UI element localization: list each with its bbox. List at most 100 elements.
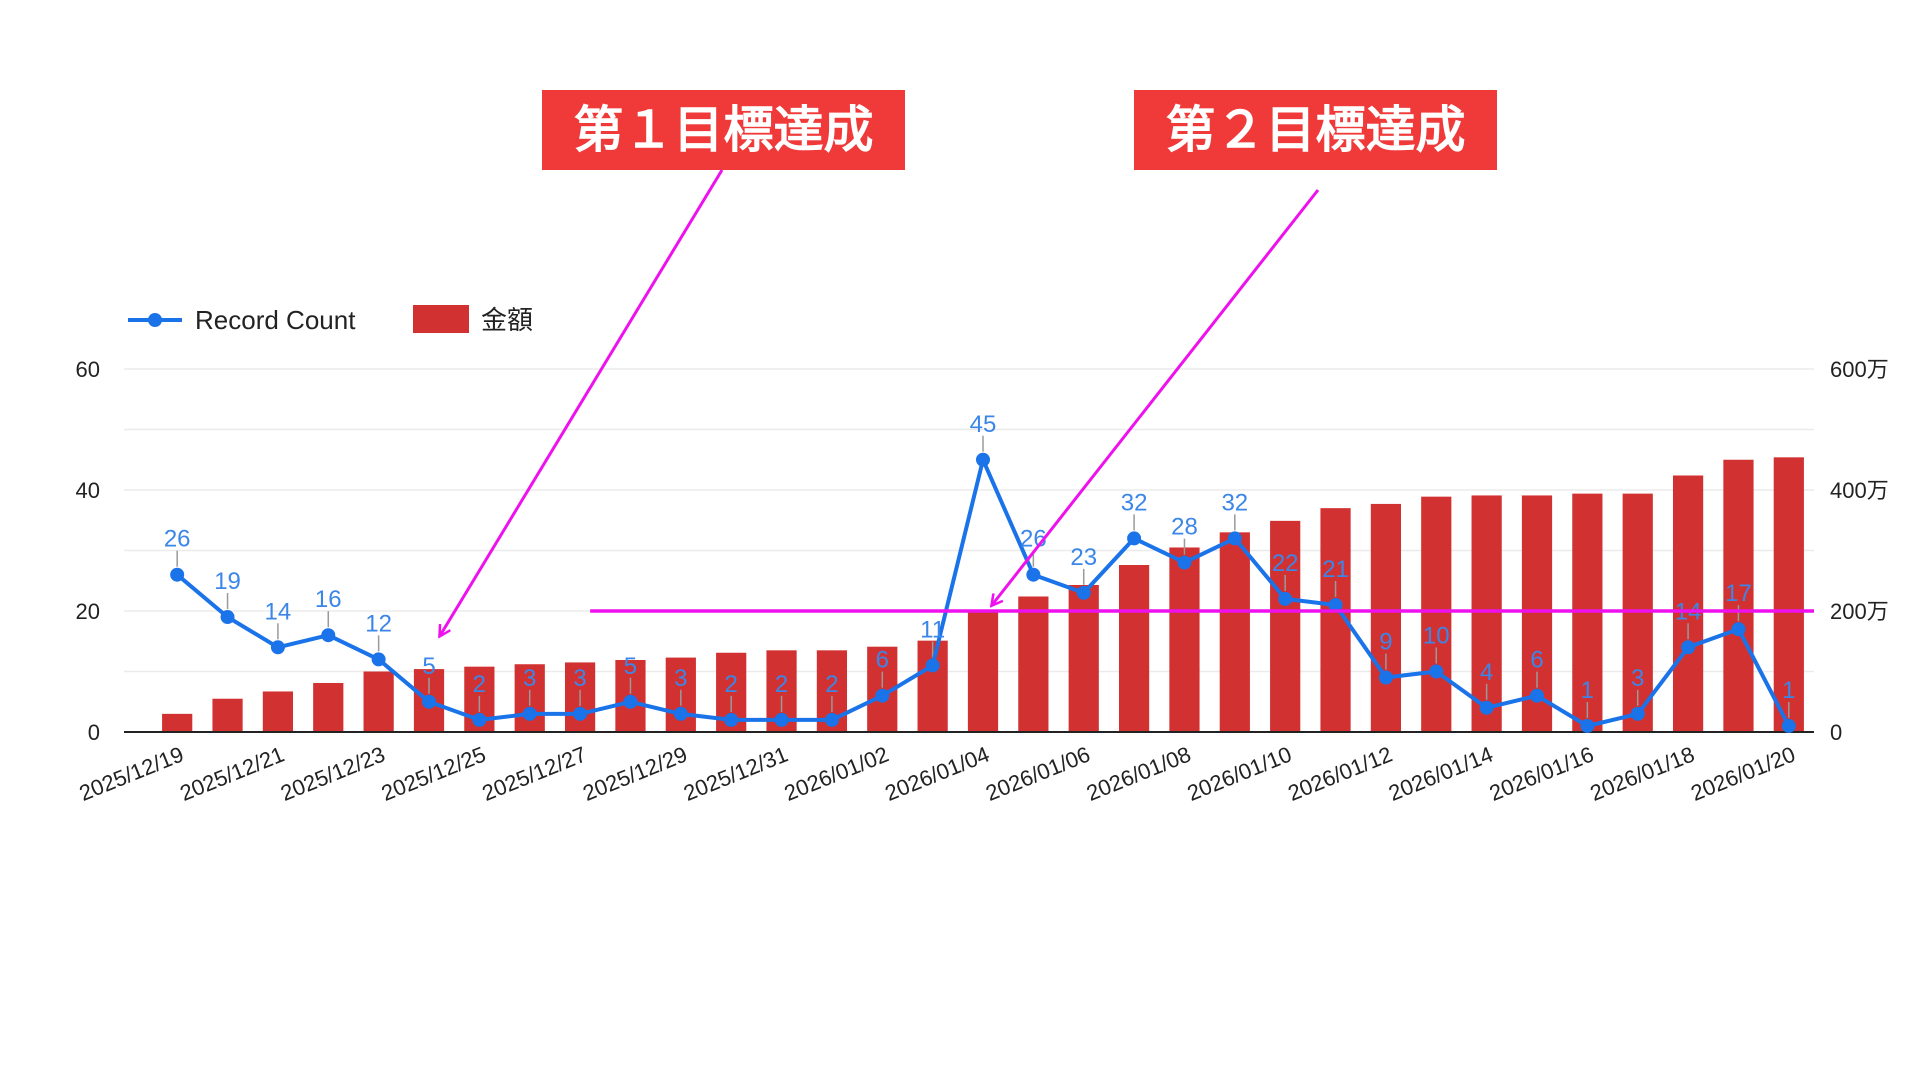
record-count-data-label: 2 [473, 671, 486, 698]
x-tick-label: 2025/12/21 [176, 741, 287, 805]
legend-label-amount: 金額 [481, 305, 533, 335]
record-count-data-label: 19 [214, 568, 241, 595]
record-count-data-label: 26 [164, 526, 191, 553]
record-count-data-label: 14 [265, 598, 292, 625]
record-count-point [1026, 567, 1041, 582]
record-count-point [1429, 664, 1444, 679]
goal-1-callout: 第１目標達成 [542, 90, 905, 170]
record-count-data-label: 5 [422, 653, 435, 680]
record-count-point [824, 712, 839, 727]
amount-bar [1270, 520, 1301, 732]
record-count-point [1630, 706, 1645, 721]
x-tick-label: 2025/12/31 [680, 741, 791, 805]
record-count-data-label: 45 [970, 411, 997, 438]
goal-1-arrow [440, 169, 724, 636]
x-axis: 2025/12/192025/12/212025/12/232025/12/25… [76, 741, 1799, 805]
amount-bar [1572, 493, 1603, 732]
amount-bar [1723, 459, 1754, 732]
x-tick-label: 2026/01/12 [1284, 741, 1395, 805]
record-count-point [371, 652, 386, 667]
record-count-point [1278, 591, 1293, 606]
record-count-point [270, 640, 285, 655]
record-count-point [1328, 597, 1343, 612]
x-tick-label: 2026/01/04 [881, 741, 992, 805]
amount-bars [162, 457, 1804, 732]
record-count-data-label: 10 [1423, 623, 1450, 650]
x-tick-label: 2026/01/10 [1184, 741, 1295, 805]
record-count-data-label: 11 [920, 616, 945, 643]
record-count-data-label: 2 [775, 671, 788, 698]
goal-2-arrow [992, 189, 1320, 605]
record-count-point [1731, 622, 1746, 637]
record-count-point [472, 712, 487, 727]
record-count-data-label: 12 [365, 610, 392, 637]
amount-bar [1169, 547, 1200, 732]
amount-bar [1370, 503, 1402, 732]
y-right-tick-label: 200万 [1830, 599, 1889, 624]
record-count-point [1580, 718, 1595, 733]
x-tick-label: 2026/01/06 [982, 741, 1093, 805]
record-count-point [1781, 718, 1796, 733]
record-count-point [220, 610, 235, 625]
y-left-tick-label: 60 [76, 357, 100, 382]
amount-bar [313, 682, 344, 732]
amount-bar [1068, 584, 1099, 732]
record-count-data-label: 5 [624, 653, 637, 680]
x-tick-label: 2026/01/14 [1385, 741, 1496, 805]
annotations [440, 169, 1814, 636]
record-count-point [1681, 640, 1696, 655]
record-count-point [170, 567, 185, 582]
amount-bar [967, 612, 999, 732]
amount-bar [1018, 596, 1049, 732]
record-count-data-label: 9 [1379, 629, 1392, 656]
amount-bar [1672, 475, 1704, 732]
record-count-data-label: 3 [1631, 665, 1644, 692]
record-count-data-label: 28 [1171, 514, 1198, 541]
record-count-point [724, 712, 739, 727]
record-count-point [1479, 700, 1494, 715]
y-left-tick-label: 40 [76, 478, 100, 503]
x-tick-label: 2025/12/23 [277, 741, 388, 805]
record-count-point [976, 452, 990, 467]
y-right-tick-label: 400万 [1830, 478, 1889, 503]
amount-bar [1421, 496, 1452, 732]
record-count-point [422, 694, 436, 709]
y-right-tick-label: 600万 [1830, 357, 1889, 382]
legend-label-record-count: Record Count [195, 305, 356, 335]
legend: Record Count 金額 [128, 305, 533, 335]
record-count-points [170, 452, 1796, 733]
y-right-tick-label: 0 [1830, 720, 1842, 745]
record-count-data-label: 21 [1322, 556, 1349, 583]
legend-bar-swatch [413, 305, 469, 333]
amount-bar [262, 691, 294, 732]
x-tick-label: 2025/12/25 [378, 741, 489, 805]
legend-line-marker [148, 313, 162, 327]
label-leader-lines [176, 435, 1790, 718]
goal-2-callout: 第２目標達成 [1134, 90, 1497, 170]
x-tick-label: 2026/01/02 [781, 741, 892, 805]
y-axis-left: 0 20 40 60 [76, 357, 100, 745]
record-count-point [573, 706, 588, 721]
amount-bar [1118, 565, 1150, 732]
record-count-point [321, 628, 336, 643]
record-count-data-label: 1 [1581, 677, 1594, 704]
record-count-point [1227, 531, 1242, 546]
x-tick-label: 2025/12/19 [76, 741, 187, 805]
amount-bar [212, 698, 243, 732]
amount-bar [1219, 532, 1250, 732]
x-tick-label: 2025/12/27 [479, 741, 590, 805]
x-tick-label: 2026/01/20 [1687, 741, 1798, 805]
record-count-data-label: 2 [825, 671, 838, 698]
record-count-data-label: 4 [1480, 659, 1493, 686]
record-count-point [522, 706, 537, 721]
record-count-data-label: 22 [1272, 550, 1299, 577]
record-count-data-label: 32 [1221, 489, 1248, 516]
record-count-point [673, 706, 688, 721]
y-left-tick-label: 20 [76, 599, 100, 624]
record-count-point [1076, 585, 1091, 600]
x-tick-label: 2026/01/16 [1486, 741, 1597, 805]
amount-bar [1773, 457, 1804, 732]
record-count-point [774, 712, 789, 727]
